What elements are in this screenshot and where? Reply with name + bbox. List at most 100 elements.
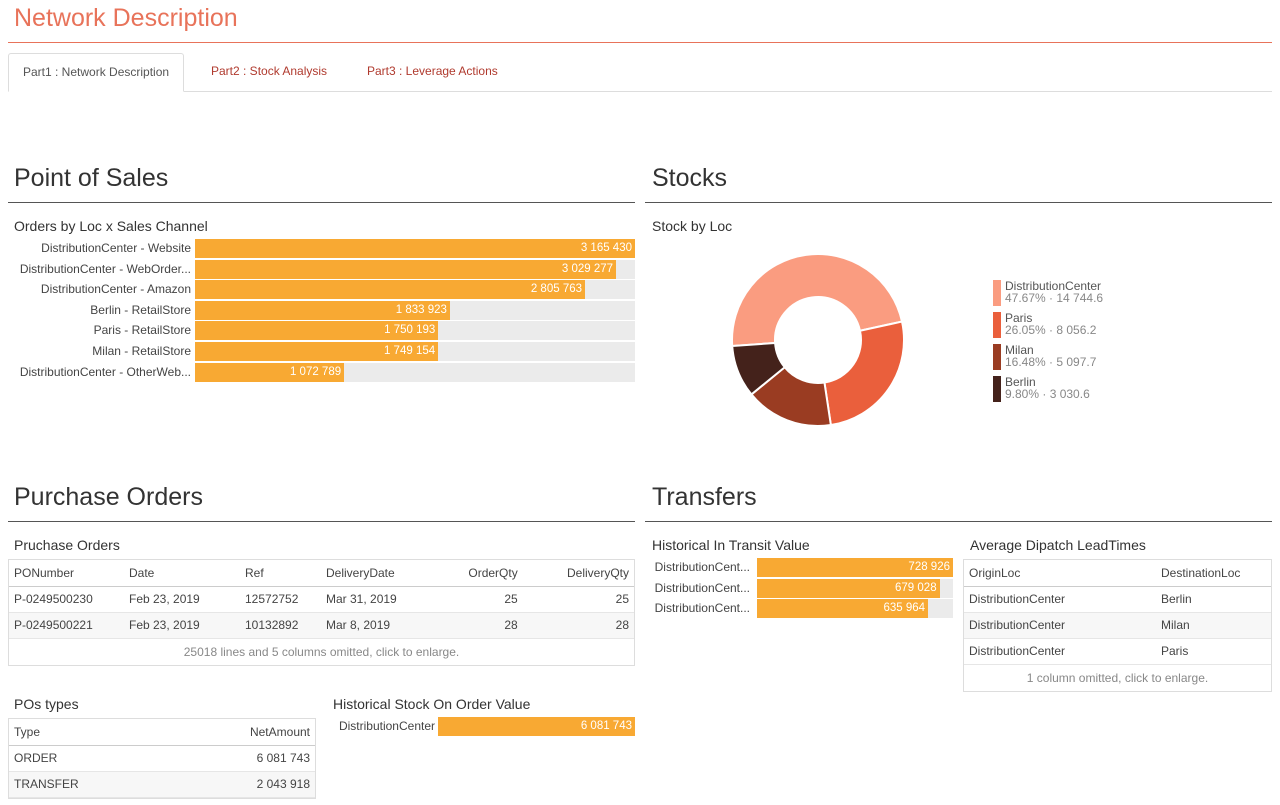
cell: 2 043 918 [166, 771, 315, 798]
bar[interactable] [757, 558, 953, 577]
bar-row[interactable]: Berlin - RetailStore 1 833 923 [0, 300, 640, 320]
bar[interactable] [195, 300, 450, 320]
legend-pct: 26.05% [1005, 323, 1046, 337]
tab-part2[interactable]: Part2 : Stock Analysis [211, 64, 328, 78]
bar[interactable] [757, 599, 928, 619]
legend-swatch [993, 280, 1001, 306]
bar-label: DistributionCenter - Amazon [40, 282, 191, 297]
leadtimes-table[interactable]: OriginLoc DestinationLoc DistributionCen… [963, 559, 1272, 692]
bar-value-label: 3 029 277 [561, 262, 614, 275]
bar-row[interactable]: DistributionCent... 728 926 [0, 558, 960, 577]
enlarge-footer[interactable]: 1 column omitted, click to enlarge. [1026, 670, 1209, 685]
legend-label: Milan [1005, 343, 1034, 357]
cell: TRANSFER [9, 771, 167, 798]
bar-label: DistributionCenter - Website [41, 241, 191, 255]
column-header[interactable]: PONumber [9, 560, 124, 587]
stock-on-order-bar-chart: DistributionCenter 6 081 743 [0, 717, 640, 739]
cell: 28 [431, 612, 523, 639]
legend-label: Paris [1005, 311, 1033, 325]
po-types-table[interactable]: Type NetAmount ORDER 6 081 743 TRANSFER … [8, 718, 316, 799]
cell: 25 [431, 586, 523, 613]
section-title-purchase-orders: Purchase Orders [14, 483, 203, 511]
bar-row[interactable]: Paris - RetailStore 1 750 193 [0, 321, 640, 341]
column-header[interactable]: Date [124, 560, 240, 587]
column-header[interactable]: NetAmount [166, 719, 315, 746]
table-row: P-0249500221 Feb 23, 2019 10132892 Mar 8… [9, 612, 634, 639]
bar-track: 1 072 789 [195, 362, 635, 382]
orders-bar-chart: DistributionCenter - Website 3 165 430 Dis… [0, 239, 640, 389]
page-title: Network Description [14, 4, 238, 32]
table-row: TRANSFER 2 043 918 [9, 771, 315, 798]
bar-value-label: 635 964 [883, 602, 926, 615]
bar-value-label: 1 750 193 [384, 324, 436, 337]
column-header[interactable]: DeliveryDate [321, 560, 431, 587]
column-header[interactable]: DestinationLoc [1156, 560, 1271, 587]
section-title-stocks: Stocks [652, 164, 728, 192]
table-title-po-types: POs types [14, 696, 79, 712]
bar-track: 1 833 923 [195, 300, 635, 320]
tab-part3[interactable]: Part3 : Leverage Actions [367, 64, 498, 78]
chart-title-stock-by-loc: Stock by Loc [652, 218, 733, 234]
cell: DistributionCenter [964, 586, 1156, 613]
bar-row[interactable]: DistributionCent... 635 964 [0, 599, 960, 619]
bar-track: 3 165 430 [195, 239, 635, 258]
legend-amount: 8 056.2 [1056, 323, 1097, 337]
column-header[interactable]: Type [9, 719, 167, 746]
bar-row[interactable]: DistributionCenter - Website 3 165 430 [0, 239, 640, 258]
cell: DistributionCenter [964, 638, 1156, 665]
column-header[interactable]: OrderQty [431, 560, 523, 587]
bar-row[interactable]: DistributionCenter - Amazon 2 805 763 [0, 280, 640, 300]
bar-track: 679 028 [757, 578, 953, 598]
cell: 25 [522, 586, 634, 613]
bar-row[interactable]: DistributionCent... 679 028 [0, 578, 960, 598]
bar[interactable] [195, 321, 439, 341]
legend-swatch [993, 376, 1001, 402]
legend-swatch [993, 312, 1001, 338]
cell: P-0249500230 [9, 586, 124, 613]
cell: Mar 31, 2019 [321, 586, 431, 613]
column-header[interactable]: OriginLoc [964, 560, 1156, 587]
bar-track: 635 964 [757, 599, 953, 619]
in-transit-bar-chart: DistributionCent... 728 926 DistributionCe… [0, 558, 960, 622]
bar-value-label: 3 165 430 [580, 242, 632, 254]
cell: Mar 8, 2019 [321, 612, 431, 639]
bar-row[interactable]: DistributionCenter - OtherWeb... 1 072 78… [0, 362, 640, 382]
bar-track: 2 805 763 [195, 280, 635, 300]
bar-value-label: 1 833 923 [395, 303, 447, 316]
bar-label: Milan - RetailStore [92, 344, 191, 358]
legend-value: 16.48% · 5 097.7 [1005, 355, 1097, 369]
bar-label: DistributionCenter [338, 719, 435, 733]
purchase-orders-table[interactable]: PONumber Date Ref DeliveryDate OrderQty … [8, 559, 635, 666]
cell: Feb 23, 2019 [124, 612, 240, 639]
bar[interactable] [195, 362, 345, 382]
bar[interactable] [195, 259, 617, 279]
donut-slice-paris[interactable] [823, 320, 905, 427]
table-row: P-0249500230 Feb 23, 2019 12572752 Mar 3… [9, 586, 634, 613]
bar-row[interactable]: DistributionCenter 6 081 743 [0, 717, 640, 736]
title-divider [8, 42, 1272, 43]
enlarge-footer[interactable]: 25018 lines and 5 columns omitted, click… [183, 644, 460, 659]
column-header[interactable]: DeliveryQty [522, 560, 634, 587]
tab-part1[interactable]: Part1 : Network Description [8, 53, 185, 92]
bar[interactable] [195, 342, 439, 361]
bar-label: DistributionCenter - WebOrder... [19, 261, 191, 276]
donut-slice-berlin[interactable] [731, 341, 787, 396]
legend-amount: 14 744.6 [1056, 291, 1104, 305]
column-header[interactable]: Ref [240, 560, 321, 587]
bar[interactable] [195, 280, 585, 300]
donut-slice-distributioncenter[interactable] [731, 253, 904, 348]
table-row: DistributionCenter Milan [964, 612, 1271, 639]
bar-row[interactable]: Milan - RetailStore 1 749 154 [0, 342, 640, 361]
legend-label: DistributionCenter [1005, 279, 1102, 293]
bar[interactable] [757, 578, 940, 598]
bar-row[interactable]: DistributionCenter - WebOrder... 3 029 27… [0, 259, 640, 279]
table-header-row: PONumber Date Ref DeliveryDate OrderQty … [9, 560, 634, 587]
section-divider [8, 521, 635, 522]
cell: 28 [522, 612, 634, 639]
bar-value-label: 2 805 763 [530, 283, 583, 296]
bar[interactable] [195, 239, 635, 258]
legend-pct: 9.80% [1005, 387, 1040, 401]
chart-title-in-transit: Historical In Transit Value [652, 537, 810, 553]
cell: 10132892 [240, 612, 321, 639]
bar[interactable] [438, 717, 635, 736]
